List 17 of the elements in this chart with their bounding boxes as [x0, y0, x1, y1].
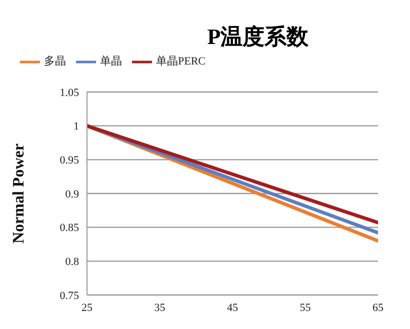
- legend-label: 单晶: [100, 56, 122, 68]
- y-tick-label: 0.9: [65, 188, 80, 200]
- y-tick-label: 0.8: [65, 256, 80, 268]
- y-tick-label: 0.85: [60, 222, 80, 234]
- legend-label: 多晶: [44, 56, 66, 68]
- x-tick-label: 55: [300, 302, 312, 314]
- x-tick-label: 45: [227, 302, 238, 314]
- y-tick-label: 1.05: [60, 86, 80, 99]
- chart-title: P温度系数: [206, 23, 310, 51]
- y-tick-label: 0.75: [60, 290, 80, 302]
- legend-label: 单晶PERC: [156, 56, 206, 68]
- y-axis-title: Normal Power: [10, 144, 28, 244]
- y-tick-label: 0.95: [60, 154, 80, 167]
- x-tick-label: 35: [154, 302, 166, 314]
- y-tick-label: 1: [74, 120, 79, 133]
- x-tick-label: 25: [82, 302, 93, 314]
- x-tick-label: 65: [372, 302, 384, 314]
